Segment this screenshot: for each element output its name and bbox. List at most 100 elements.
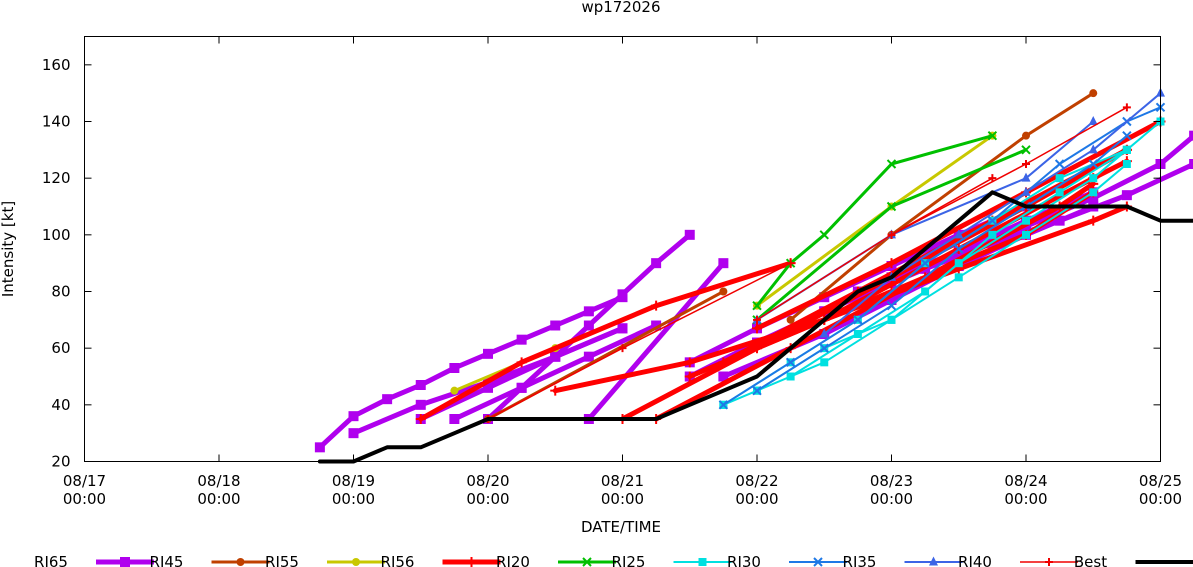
data-point — [1021, 172, 1031, 182]
x-tick-label-date: 08/19 — [332, 472, 375, 490]
data-point — [753, 315, 761, 324]
data-point — [684, 371, 695, 382]
data-point — [920, 258, 930, 268]
data-point — [516, 382, 527, 393]
data-point — [886, 159, 897, 169]
data-point — [550, 351, 561, 362]
legend-item-ri30: RI30 — [727, 553, 847, 567]
legend-item-ri20: RI20 — [496, 553, 616, 567]
x-tick-label-time: 00:00 — [601, 490, 644, 508]
y-tick-label: 20 — [51, 453, 70, 471]
forecast-line — [451, 323, 659, 422]
data-point — [988, 230, 997, 239]
data-point — [516, 357, 527, 368]
data-point — [1088, 215, 1099, 226]
legend-label: RI20 — [496, 553, 530, 567]
x-tick-label-time: 00:00 — [1139, 490, 1182, 508]
data-point — [450, 386, 459, 395]
legend-swatch-marker — [1045, 558, 1053, 566]
legend-swatch-marker — [582, 557, 592, 567]
x-tick-label-date: 08/22 — [735, 472, 778, 490]
data-point — [1122, 160, 1131, 168]
y-tick-label: 80 — [51, 283, 70, 301]
forecast-line — [789, 148, 1128, 378]
data-point — [1055, 188, 1064, 197]
legend-label: RI40 — [958, 553, 992, 567]
data-point — [651, 258, 662, 269]
forecast-line — [754, 147, 1130, 351]
data-point — [786, 315, 795, 324]
data-point — [314, 442, 325, 453]
data-point — [786, 372, 795, 381]
forecast-line — [418, 260, 794, 422]
data-point — [718, 400, 729, 410]
data-point — [1021, 186, 1031, 196]
data-point — [1089, 174, 1098, 183]
data-point — [988, 174, 997, 183]
data-point — [348, 428, 359, 439]
data-point — [752, 343, 762, 354]
data-point — [752, 385, 762, 396]
data-point — [1089, 89, 1098, 98]
data-point — [1022, 160, 1030, 168]
data-point — [853, 330, 862, 338]
data-point — [415, 414, 426, 424]
legend-swatch-marker — [929, 556, 938, 566]
data-point — [886, 201, 897, 212]
data-point — [887, 315, 896, 324]
data-point — [651, 320, 662, 331]
series-layer — [314, 87, 1193, 464]
data-point — [1088, 116, 1098, 125]
data-point — [886, 295, 897, 305]
forecast-line — [722, 106, 1162, 406]
chart-title: wp172026 — [581, 0, 660, 16]
forecast-line — [823, 92, 1162, 335]
data-point — [718, 258, 729, 269]
data-point — [684, 357, 695, 368]
data-point — [617, 292, 628, 303]
x-tick-label-time: 00:00 — [1004, 490, 1047, 508]
forecast-line — [552, 204, 1130, 394]
x-tick-label-time: 00:00 — [466, 490, 509, 508]
forecast-line — [418, 325, 625, 422]
data-point — [718, 371, 729, 382]
x-tick-label-date: 08/23 — [870, 472, 913, 490]
data-point — [516, 334, 527, 345]
data-point — [886, 258, 897, 269]
data-point — [651, 300, 662, 311]
data-point — [1088, 144, 1098, 154]
data-point — [1021, 145, 1031, 155]
series-ri30 — [718, 102, 1166, 410]
data-point — [550, 320, 561, 331]
data-point — [1122, 103, 1131, 112]
legend-label: RI25 — [612, 553, 646, 567]
forecast-line — [789, 91, 1095, 322]
legend-swatch-marker — [813, 557, 823, 567]
data-point — [1121, 190, 1132, 201]
data-point — [583, 320, 594, 331]
data-point — [820, 358, 829, 367]
data-point — [987, 215, 998, 226]
legend-label: RI35 — [843, 553, 877, 567]
x-tick-label-date: 08/20 — [466, 472, 509, 490]
data-point — [752, 300, 762, 311]
data-point — [617, 323, 628, 334]
data-point — [1022, 216, 1030, 225]
legend-label: RI30 — [727, 553, 761, 567]
legend-swatch-marker — [120, 557, 130, 567]
data-point — [449, 414, 460, 424]
data-point — [1088, 159, 1098, 169]
data-point — [819, 230, 829, 240]
legend-item-ri35: RI35 — [843, 553, 963, 567]
data-point — [719, 287, 728, 296]
legend-label: RI56 — [381, 553, 415, 567]
data-point — [415, 399, 426, 410]
series-best — [317, 190, 1193, 464]
series-ri20 — [752, 130, 1031, 325]
data-point — [618, 344, 627, 353]
data-point — [887, 230, 896, 239]
legend-label: RI55 — [265, 553, 299, 567]
data-point — [1122, 130, 1132, 141]
data-point — [348, 411, 359, 422]
